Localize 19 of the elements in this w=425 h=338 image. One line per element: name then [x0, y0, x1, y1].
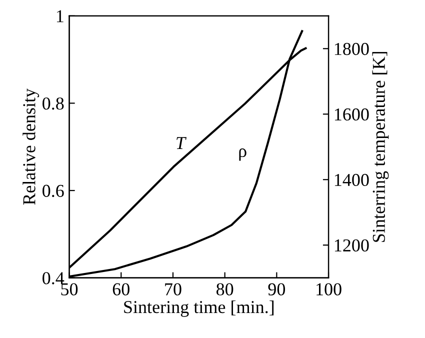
x-tick-label: 90	[268, 283, 286, 296]
x-tick-label: 70	[165, 283, 182, 296]
y2-tick-label: 1400	[334, 174, 369, 186]
x-tick-label: 50	[61, 283, 78, 296]
series-label: T	[176, 137, 187, 149]
x-tick-label: 100	[316, 283, 342, 296]
y2-axis-title: Sinterring temperature [K]	[372, 52, 389, 242]
y2-tick-label: 1800	[334, 42, 369, 56]
x-axis-title: Sintering time [min.]	[124, 300, 274, 317]
y-tick-label: 0.6	[42, 184, 64, 198]
series-label: ρ	[239, 148, 246, 161]
y2-tick-label: 1600	[334, 108, 369, 121]
y-axis-title: Relative density	[22, 88, 40, 205]
y-tick-label: 1	[56, 10, 64, 22]
y-tick-label: 0.4	[42, 272, 64, 284]
y-tick-label: 0.8	[42, 97, 64, 110]
x-tick-label: 80	[216, 283, 234, 296]
y2-tick-label: 1200	[334, 239, 369, 252]
x-tick-label: 60	[112, 283, 130, 296]
